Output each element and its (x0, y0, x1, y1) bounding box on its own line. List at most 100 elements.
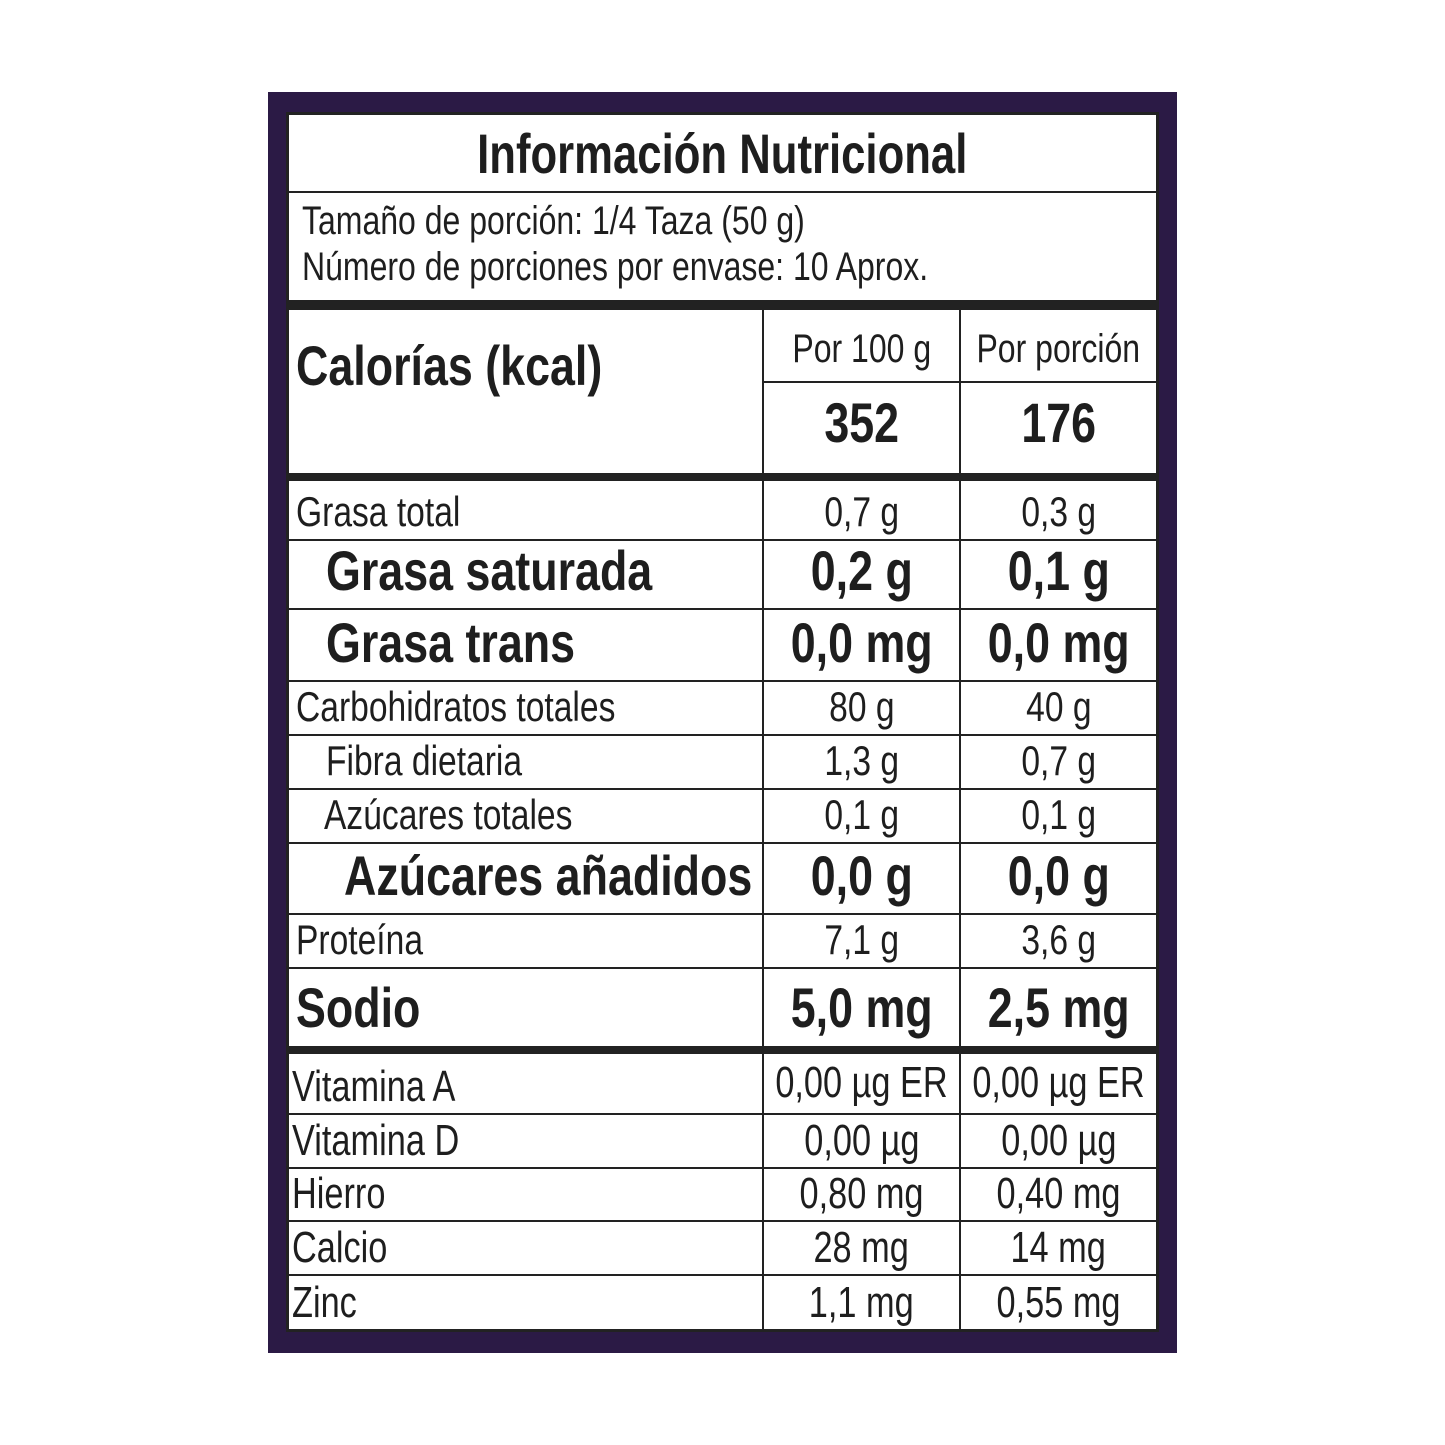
nutrient-azucares-totales-label: Azúcares totales (324, 791, 573, 838)
vitamin-vitamina-a-per-100g: 0,00 µg ER (775, 1058, 948, 1107)
nutrient-azucares-anadidos-label-cell: Azúcares añadidos (288, 843, 763, 914)
nutrient-sodio-per-portion-cell: 2,5 mg (960, 968, 1157, 1046)
row-divider (288, 788, 1157, 790)
vitamin-zinc-per-100g-cell: 1,1 mg (763, 1275, 960, 1330)
column-divider (959, 310, 961, 1330)
vitamin-vitamina-d-per-portion-cell: 0,00 µg (960, 1114, 1157, 1168)
nutrient-azucares-totales-per-100g: 0,1 g (824, 791, 899, 838)
vitamin-calcio-per-portion: 14 mg (1010, 1223, 1107, 1272)
column-header-per-portion: Por porción (976, 327, 1141, 371)
vitamin-zinc-label: Zinc (292, 1278, 357, 1327)
vitamin-vitamina-a-per-100g-cell: 0,00 µg ER (763, 1054, 960, 1114)
nutrient-proteina-per-portion-cell: 3,6 g (960, 914, 1157, 968)
nutrient-grasa-saturada-per-100g-cell: 0,2 g (763, 539, 960, 609)
nutrient-grasa-total-per-100g: 0,7 g (824, 488, 899, 535)
nutrient-grasa-saturada-per-100g: 0,2 g (810, 539, 913, 602)
vitamin-vitamina-a-per-portion-cell: 0,00 µg ER (960, 1054, 1157, 1114)
nutrient-proteina-per-100g-cell: 7,1 g (763, 914, 960, 968)
nutrient-azucares-totales-label-cell: Azúcares totales (288, 789, 763, 843)
nutrient-grasa-trans-label: Grasa trans (326, 611, 576, 674)
nutrient-azucares-totales-per-100g-cell: 0,1 g (763, 789, 960, 843)
vitamin-vitamina-a-per-portion: 0,00 µg ER (972, 1058, 1145, 1107)
vitamin-zinc-per-portion-cell: 0,55 mg (960, 1275, 1157, 1330)
vitamin-vitamina-d-per-100g: 0,00 µg (803, 1116, 920, 1165)
vitamin-calcio-label-cell: Calcio (288, 1221, 763, 1275)
nutrient-proteina-label-cell: Proteína (288, 914, 763, 968)
nutrient-sodio-per-100g-cell: 5,0 mg (763, 968, 960, 1046)
calories-per-portion: 176 (1021, 391, 1096, 454)
nutrient-carbohidratos-totales-label: Carbohidratos totales (296, 683, 616, 730)
calories-per-100g-cell: 352 (763, 382, 960, 473)
nutrient-fibra-dietaria-label-cell: Fibra dietaria (288, 735, 763, 789)
nutrient-proteina-per-100g: 7,1 g (824, 916, 899, 963)
nutrient-fibra-dietaria-label: Fibra dietaria (326, 737, 523, 784)
serving-size-cell: Tamaño de porción: 1/4 Taza (50 g) (288, 196, 1157, 248)
nutrient-carbohidratos-totales-label-cell: Carbohidratos totales (288, 681, 763, 735)
serving-size: Tamaño de porción: 1/4 Taza (50 g) (302, 199, 805, 243)
row-divider (288, 608, 1157, 610)
row-divider (288, 842, 1157, 844)
vitamin-vitamina-a-label-cell: Vitamina A (288, 1054, 763, 1114)
nutrient-grasa-trans-per-100g: 0,0 mg (790, 611, 933, 674)
nutrient-azucares-anadidos-per-100g: 0,0 g (810, 844, 913, 907)
vitamin-hierro-per-portion: 0,40 mg (996, 1169, 1121, 1218)
row-divider (288, 967, 1157, 969)
nutrient-azucares-anadidos-label: Azúcares añadidos (344, 844, 753, 907)
nutrient-grasa-saturada-label: Grasa saturada (326, 539, 653, 602)
calories-per-100g: 352 (824, 391, 899, 454)
vitamin-vitamina-a-label: Vitamina A (292, 1062, 456, 1111)
nutrient-grasa-saturada-label-cell: Grasa saturada (288, 539, 763, 609)
vitamin-hierro-per-portion-cell: 0,40 mg (960, 1168, 1157, 1221)
vitamin-hierro-label-cell: Hierro (288, 1168, 763, 1221)
nutrient-fibra-dietaria-per-portion-cell: 0,7 g (960, 735, 1157, 789)
label-title-cell: Información Nutricional (288, 114, 1157, 192)
nutrient-grasa-total-per-portion-cell: 0,3 g (960, 481, 1157, 540)
calories-label-cell: Calorías (kcal) (288, 310, 763, 400)
vitamin-zinc-per-portion: 0,55 mg (996, 1278, 1121, 1327)
nutrient-grasa-total-per-100g-cell: 0,7 g (763, 481, 960, 540)
vitamin-vitamina-d-label: Vitamina D (292, 1116, 460, 1165)
vitamin-calcio-label: Calcio (292, 1223, 388, 1272)
nutrient-proteina-per-portion: 3,6 g (1021, 916, 1096, 963)
nutrient-azucares-anadidos-per-100g-cell: 0,0 g (763, 843, 960, 914)
column-header-per-100g: Por 100 g (792, 327, 931, 371)
row-divider (288, 734, 1157, 736)
column-divider (762, 310, 764, 1330)
vitamin-zinc-label-cell: Zinc (288, 1275, 763, 1330)
nutrient-grasa-saturada-per-portion: 0,1 g (1007, 539, 1110, 602)
servings-per-container: Número de porciones por envase: 10 Aprox… (302, 245, 929, 289)
column-header-per-portion-cell: Por porción (960, 310, 1157, 382)
nutrient-carbohidratos-totales-per-portion-cell: 40 g (960, 681, 1157, 735)
nutrient-grasa-saturada-per-portion-cell: 0,1 g (960, 539, 1157, 609)
thick-divider (288, 1046, 1157, 1054)
nutrient-sodio-per-portion: 2,5 mg (987, 976, 1130, 1039)
nutrient-fibra-dietaria-per-portion: 0,7 g (1021, 737, 1096, 784)
nutrient-sodio-label: Sodio (296, 976, 421, 1039)
nutrient-sodio-label-cell: Sodio (288, 968, 763, 1046)
nutrient-grasa-total-per-portion: 0,3 g (1021, 488, 1096, 535)
nutrient-proteina-label: Proteína (296, 916, 424, 963)
calories-label: Calorías (kcal) (296, 334, 603, 397)
nutrient-fibra-dietaria-per-100g: 1,3 g (824, 737, 899, 784)
row-divider (288, 1220, 1157, 1222)
vitamin-vitamina-d-per-portion: 0,00 µg (1000, 1116, 1117, 1165)
nutrient-grasa-total-label-cell: Grasa total (288, 481, 763, 540)
row-divider (288, 680, 1157, 682)
column-header-per-100g-cell: Por 100 g (763, 310, 960, 382)
servings-per-container-cell: Número de porciones por envase: 10 Aprox… (288, 242, 1157, 294)
vitamin-vitamina-d-per-100g-cell: 0,00 µg (763, 1114, 960, 1168)
nutrient-fibra-dietaria-per-100g-cell: 1,3 g (763, 735, 960, 789)
vitamin-calcio-per-100g-cell: 28 mg (763, 1221, 960, 1275)
nutrient-grasa-total-label: Grasa total (296, 488, 461, 535)
title-divider (288, 191, 1157, 193)
vitamin-calcio-per-100g: 28 mg (813, 1223, 910, 1272)
nutrient-azucares-anadidos-per-portion: 0,0 g (1007, 844, 1110, 907)
nutrient-grasa-trans-label-cell: Grasa trans (288, 609, 763, 681)
nutrient-grasa-trans-per-portion: 0,0 mg (987, 611, 1130, 674)
thick-divider (288, 473, 1157, 481)
nutrient-carbohidratos-totales-per-portion: 40 g (1025, 683, 1092, 730)
vitamin-hierro-per-100g-cell: 0,80 mg (763, 1168, 960, 1221)
nutrient-grasa-trans-per-100g-cell: 0,0 mg (763, 609, 960, 681)
calories-per-portion-cell: 176 (960, 382, 1157, 473)
